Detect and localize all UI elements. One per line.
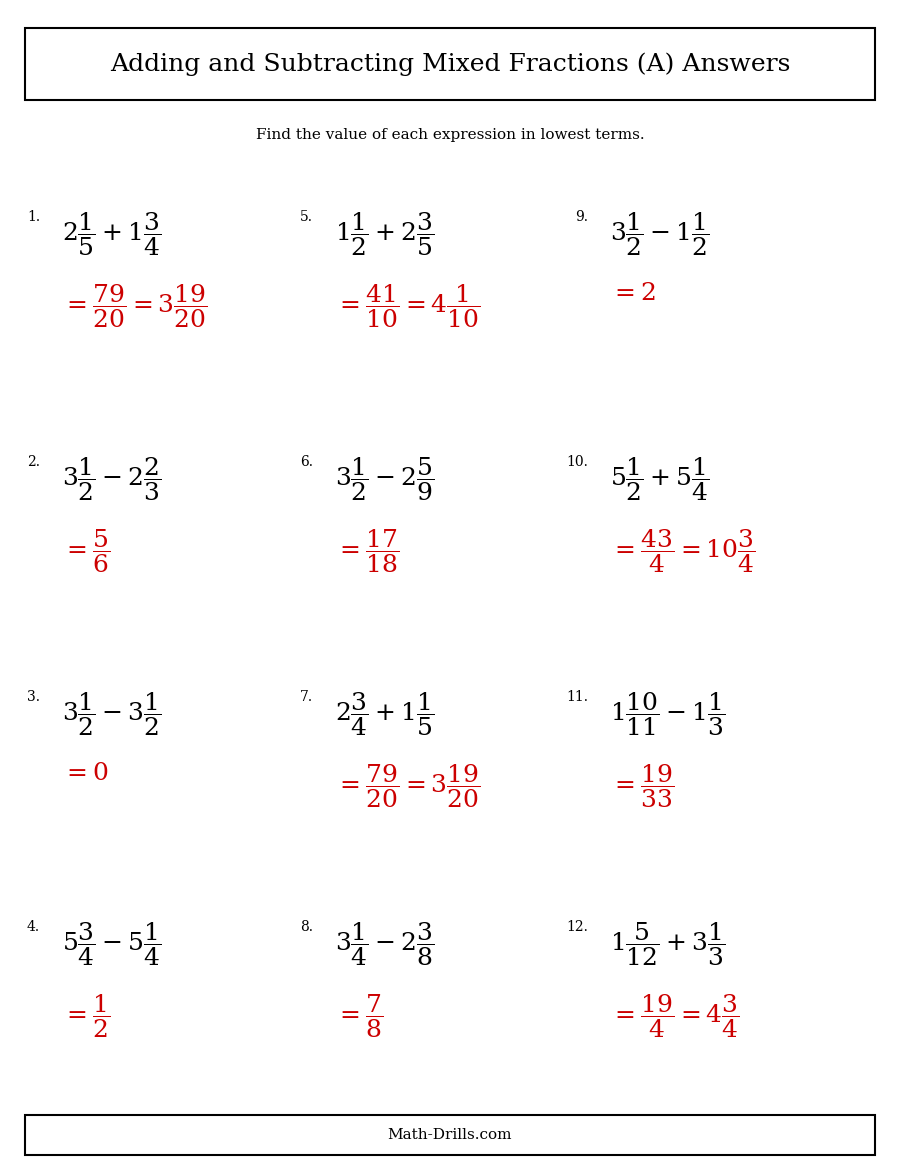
Text: 3.: 3. (27, 690, 40, 704)
Text: 8.: 8. (300, 920, 313, 934)
Text: $= \dfrac{5}{6}$: $= \dfrac{5}{6}$ (62, 527, 111, 574)
Text: $= 2$: $= 2$ (610, 282, 656, 305)
Text: $3\dfrac{1}{2} - 1\dfrac{1}{2}$: $3\dfrac{1}{2} - 1\dfrac{1}{2}$ (610, 210, 709, 257)
FancyBboxPatch shape (25, 1115, 875, 1155)
Text: $5\dfrac{1}{2} + 5\dfrac{1}{4}$: $5\dfrac{1}{2} + 5\dfrac{1}{4}$ (610, 456, 709, 503)
Text: $= \dfrac{19}{4} = 4\dfrac{3}{4}$: $= \dfrac{19}{4} = 4\dfrac{3}{4}$ (610, 993, 740, 1040)
Text: $2\dfrac{1}{5} + 1\dfrac{3}{4}$: $2\dfrac{1}{5} + 1\dfrac{3}{4}$ (62, 210, 161, 257)
Text: 9.: 9. (575, 210, 588, 224)
Text: 1.: 1. (27, 210, 40, 224)
Text: $= \dfrac{17}{18}$: $= \dfrac{17}{18}$ (335, 527, 400, 574)
FancyBboxPatch shape (25, 28, 875, 100)
Text: 11.: 11. (566, 690, 588, 704)
Text: 7.: 7. (300, 690, 313, 704)
Text: $= \dfrac{79}{20} = 3\dfrac{19}{20}$: $= \dfrac{79}{20} = 3\dfrac{19}{20}$ (62, 282, 208, 330)
Text: 6.: 6. (300, 456, 313, 469)
Text: $= 0$: $= 0$ (62, 762, 109, 785)
Text: $2\dfrac{3}{4} + 1\dfrac{1}{5}$: $2\dfrac{3}{4} + 1\dfrac{1}{5}$ (335, 690, 434, 737)
Text: $3\dfrac{1}{2} - 2\dfrac{5}{9}$: $3\dfrac{1}{2} - 2\dfrac{5}{9}$ (335, 456, 434, 503)
Text: $1\dfrac{5}{12} + 3\dfrac{1}{3}$: $1\dfrac{5}{12} + 3\dfrac{1}{3}$ (610, 920, 725, 968)
Text: $5\dfrac{3}{4} - 5\dfrac{1}{4}$: $5\dfrac{3}{4} - 5\dfrac{1}{4}$ (62, 920, 161, 968)
Text: 10.: 10. (566, 456, 588, 469)
Text: $3\dfrac{1}{2} - 3\dfrac{1}{2}$: $3\dfrac{1}{2} - 3\dfrac{1}{2}$ (62, 690, 161, 737)
Text: 5.: 5. (300, 210, 313, 224)
Text: $= \dfrac{79}{20} = 3\dfrac{19}{20}$: $= \dfrac{79}{20} = 3\dfrac{19}{20}$ (335, 762, 481, 810)
Text: $1\dfrac{10}{11} - 1\dfrac{1}{3}$: $1\dfrac{10}{11} - 1\dfrac{1}{3}$ (610, 690, 725, 737)
Text: Adding and Subtracting Mixed Fractions (A) Answers: Adding and Subtracting Mixed Fractions (… (110, 52, 790, 76)
Text: $= \dfrac{43}{4} = 10\dfrac{3}{4}$: $= \dfrac{43}{4} = 10\dfrac{3}{4}$ (610, 527, 755, 574)
Text: Math-Drills.com: Math-Drills.com (388, 1128, 512, 1142)
Text: $3\dfrac{1}{4} - 2\dfrac{3}{8}$: $3\dfrac{1}{4} - 2\dfrac{3}{8}$ (335, 920, 434, 968)
Text: $= \dfrac{1}{2}$: $= \dfrac{1}{2}$ (62, 993, 111, 1040)
Text: 4.: 4. (27, 920, 40, 934)
Text: $= \dfrac{7}{8}$: $= \dfrac{7}{8}$ (335, 993, 383, 1040)
Text: Find the value of each expression in lowest terms.: Find the value of each expression in low… (256, 128, 644, 142)
Text: $= \dfrac{41}{10} = 4\dfrac{1}{10}$: $= \dfrac{41}{10} = 4\dfrac{1}{10}$ (335, 282, 481, 330)
Text: 2.: 2. (27, 456, 40, 469)
Text: $= \dfrac{19}{33}$: $= \dfrac{19}{33}$ (610, 762, 674, 810)
Text: $1\dfrac{1}{2} + 2\dfrac{3}{5}$: $1\dfrac{1}{2} + 2\dfrac{3}{5}$ (335, 210, 434, 257)
Text: $3\dfrac{1}{2} - 2\dfrac{2}{3}$: $3\dfrac{1}{2} - 2\dfrac{2}{3}$ (62, 456, 161, 503)
Text: 12.: 12. (566, 920, 588, 934)
